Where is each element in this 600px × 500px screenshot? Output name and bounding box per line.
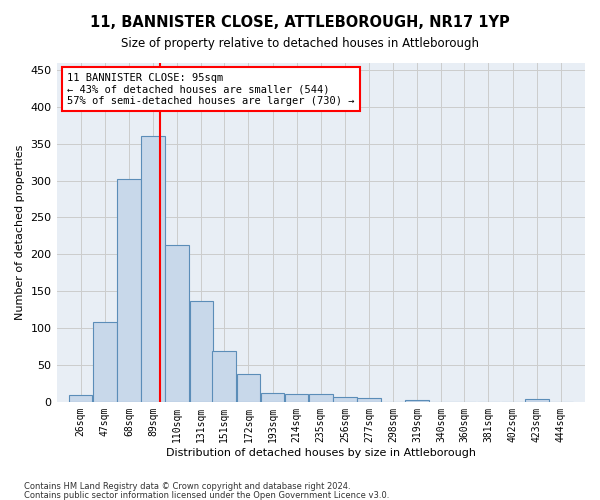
Text: 11 BANNISTER CLOSE: 95sqm
← 43% of detached houses are smaller (544)
57% of semi: 11 BANNISTER CLOSE: 95sqm ← 43% of detac…	[67, 72, 355, 106]
Text: 11, BANNISTER CLOSE, ATTLEBOROUGH, NR17 1YP: 11, BANNISTER CLOSE, ATTLEBOROUGH, NR17 …	[90, 15, 510, 30]
Bar	[309, 394, 332, 402]
Bar	[166, 244, 189, 402]
Text: Size of property relative to detached houses in Attleborough: Size of property relative to detached ho…	[121, 38, 479, 51]
Text: Contains HM Land Registry data © Crown copyright and database right 2024.: Contains HM Land Registry data © Crown c…	[24, 482, 350, 491]
Bar	[212, 351, 236, 402]
Y-axis label: Number of detached properties: Number of detached properties	[15, 144, 25, 320]
X-axis label: Distribution of detached houses by size in Attleborough: Distribution of detached houses by size …	[166, 448, 476, 458]
Bar	[357, 398, 381, 402]
Bar	[236, 374, 260, 402]
Bar	[525, 399, 548, 402]
Bar	[69, 395, 92, 402]
Bar	[190, 301, 213, 402]
Bar	[117, 179, 140, 402]
Bar	[333, 398, 356, 402]
Bar	[261, 393, 284, 402]
Bar	[141, 136, 165, 402]
Bar	[93, 322, 116, 402]
Bar	[406, 400, 429, 402]
Bar	[285, 394, 308, 402]
Text: Contains public sector information licensed under the Open Government Licence v3: Contains public sector information licen…	[24, 490, 389, 500]
